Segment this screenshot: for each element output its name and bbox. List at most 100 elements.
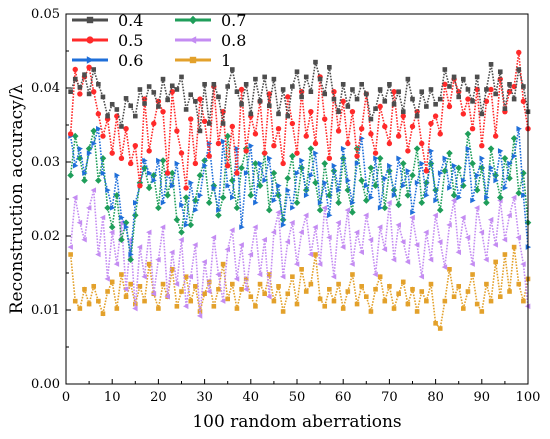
data-point (293, 261, 300, 267)
data-point (248, 142, 254, 149)
data-point (478, 229, 485, 236)
data-point (501, 236, 508, 243)
data-point (211, 185, 217, 191)
data-point (280, 87, 286, 92)
data-point (419, 140, 425, 147)
data-point (396, 291, 401, 297)
data-point (511, 244, 517, 250)
data-point (229, 123, 236, 130)
data-point (280, 309, 286, 314)
series-layer (67, 49, 532, 331)
y-tick-label: 0.05 (31, 7, 60, 22)
data-point (220, 121, 226, 126)
data-point (253, 304, 258, 309)
data-point (326, 192, 333, 199)
data-point (99, 214, 106, 221)
data-point (492, 133, 499, 139)
data-point (183, 303, 189, 310)
data-point (464, 234, 471, 241)
data-point (497, 294, 503, 299)
data-point (219, 194, 227, 201)
data-point (423, 168, 430, 174)
data-point (354, 301, 360, 307)
data-point (322, 179, 328, 186)
data-point (511, 96, 517, 102)
data-point (265, 206, 273, 214)
data-point (437, 239, 443, 245)
data-point (400, 239, 406, 245)
data-point (243, 170, 250, 176)
data-point (419, 160, 425, 167)
data-point (202, 82, 207, 87)
data-point (464, 130, 472, 138)
data-point (461, 177, 467, 184)
data-point (409, 123, 416, 130)
data-point (215, 271, 221, 278)
data-point (109, 150, 115, 156)
data-point (484, 87, 489, 92)
data-point (515, 189, 523, 197)
data-point (168, 169, 176, 177)
data-point (326, 234, 332, 241)
data-point (206, 153, 212, 159)
data-point (179, 74, 184, 80)
data-point (363, 197, 370, 204)
data-point (460, 214, 466, 221)
data-point (447, 185, 453, 191)
data-point (72, 162, 79, 169)
data-point (516, 49, 522, 56)
data-point (96, 298, 101, 304)
data-point (400, 109, 406, 114)
data-point (142, 101, 147, 106)
data-point (493, 91, 498, 97)
data-point (428, 148, 435, 154)
data-point (437, 326, 443, 331)
data-point (520, 261, 526, 267)
data-point (290, 274, 295, 279)
data-point (335, 199, 342, 206)
data-point (220, 261, 226, 267)
data-point (308, 89, 314, 94)
data-point (409, 214, 415, 221)
data-point (488, 165, 495, 171)
data-point (243, 82, 249, 87)
series-0-4 (68, 59, 531, 134)
data-point (119, 214, 125, 221)
data-point (179, 289, 184, 294)
data-point (400, 182, 407, 189)
data-point (197, 128, 203, 134)
data-point (243, 148, 249, 154)
data-point (327, 64, 332, 70)
data-point (479, 155, 485, 162)
data-point (132, 211, 139, 219)
series-0-5 (67, 49, 531, 191)
data-point (455, 164, 462, 172)
data-point (276, 284, 281, 289)
data-point (109, 101, 115, 107)
data-point (155, 256, 161, 263)
data-point (233, 204, 241, 212)
data-point (391, 101, 397, 107)
data-point (99, 155, 107, 162)
data-point (192, 242, 198, 248)
data-point (67, 244, 73, 250)
data-point (174, 128, 180, 134)
data-point (520, 98, 527, 105)
data-point (350, 199, 356, 206)
data-point (405, 76, 411, 82)
data-point (437, 96, 443, 102)
data-point (253, 199, 259, 206)
legend-label: 0.7 (221, 11, 246, 30)
data-point (488, 62, 494, 67)
x-tick-label: 70 (381, 390, 398, 405)
data-point (178, 229, 185, 236)
data-point (118, 219, 124, 226)
legend-marker (86, 56, 94, 64)
data-point (104, 204, 111, 212)
data-point (285, 94, 291, 100)
data-point (432, 113, 439, 119)
data-point (419, 289, 425, 294)
x-tick-label: 40 (243, 390, 260, 405)
data-point (284, 239, 291, 245)
data-point (294, 69, 300, 75)
